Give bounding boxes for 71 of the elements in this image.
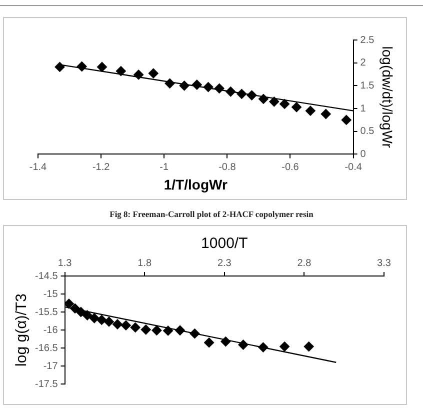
point xyxy=(214,83,224,94)
x-tick-label: -1.4 xyxy=(29,162,48,173)
point xyxy=(82,310,92,320)
x-tick-label: 2.8 xyxy=(297,258,312,269)
point xyxy=(204,338,214,348)
x-tick-label: -0.6 xyxy=(282,162,300,173)
point xyxy=(246,90,257,100)
y-tick-label: -15 xyxy=(43,288,58,300)
point xyxy=(152,325,162,336)
point xyxy=(64,298,74,309)
point xyxy=(341,114,352,125)
point xyxy=(280,342,290,352)
point xyxy=(304,342,314,352)
point xyxy=(130,322,140,332)
point xyxy=(76,307,86,317)
point xyxy=(258,342,268,352)
point xyxy=(163,326,174,336)
y-tick-label: -16 xyxy=(43,324,58,336)
point xyxy=(97,62,108,72)
y2-tick-label: 0.5 xyxy=(360,126,375,138)
caption: Fig 8: Freeman-Carroll plot of 2-HACF copolymer resin xyxy=(108,209,314,219)
x-tick-label: 2.3 xyxy=(217,258,232,269)
y-tick-label: -17.5 xyxy=(34,378,58,390)
y2-tick-label: 1 xyxy=(360,103,366,114)
y2-tick-label: 1.5 xyxy=(360,80,375,92)
point xyxy=(140,324,151,335)
point xyxy=(258,94,268,104)
point xyxy=(148,68,158,78)
point xyxy=(220,336,231,347)
y2-tick-label: 0 xyxy=(360,148,366,160)
point xyxy=(120,320,131,330)
y2-tick-label: 2 xyxy=(360,58,366,69)
point xyxy=(226,86,236,97)
point xyxy=(238,340,248,350)
point xyxy=(280,98,290,109)
point xyxy=(175,325,186,336)
point xyxy=(54,62,65,72)
y-tick-label: -16.5 xyxy=(34,342,58,354)
point xyxy=(179,80,190,91)
point xyxy=(320,109,331,119)
y-tick-label: -14.5 xyxy=(34,270,58,282)
x-tick-label: -0.8 xyxy=(218,162,236,173)
x-tick-label: -0.4 xyxy=(344,162,362,173)
y-tick-label: -17 xyxy=(43,360,58,372)
point xyxy=(89,313,100,324)
point xyxy=(134,70,144,80)
y2-tick-label: 2.5 xyxy=(360,34,375,46)
x-tick-label: 1.8 xyxy=(138,258,152,269)
point xyxy=(70,303,80,314)
y-tick-label: -15.5 xyxy=(34,306,58,318)
x-tick-label: 1.3 xyxy=(58,258,72,269)
y-axis-title: log g(α)/T3 xyxy=(13,294,30,366)
y2-axis-title: log(dw/dt)/logWr xyxy=(380,46,396,148)
point xyxy=(292,102,302,112)
x-axis-title: 1/T/logWr xyxy=(164,176,228,192)
point xyxy=(116,66,126,76)
point xyxy=(76,61,87,72)
point xyxy=(192,80,202,90)
point xyxy=(190,328,200,339)
point xyxy=(112,319,122,330)
x-tick-label: -1.2 xyxy=(92,162,110,173)
x-axis-title: 1000/T xyxy=(201,235,248,252)
point xyxy=(104,316,114,327)
point xyxy=(269,96,280,107)
x-tick-label: -1 xyxy=(160,162,169,173)
point xyxy=(305,106,316,116)
point xyxy=(164,78,175,88)
point xyxy=(236,88,247,99)
x-tick-label: 3.3 xyxy=(377,258,392,269)
point xyxy=(203,82,214,92)
point xyxy=(96,314,107,325)
